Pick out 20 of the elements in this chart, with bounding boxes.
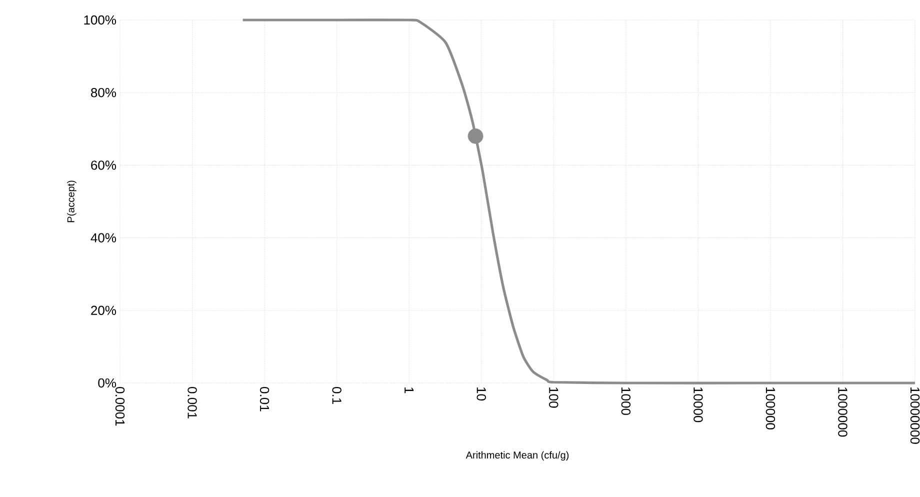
- y-tick-label: 60%: [91, 160, 116, 170]
- x-tick-label: 1: [404, 388, 414, 394]
- x-tick-label: 1000000: [838, 388, 848, 437]
- x-tick-label: 10: [476, 388, 486, 400]
- x-tick-label: 0.001: [188, 387, 197, 418]
- y-axis-title: P(accept): [67, 180, 76, 222]
- x-tick-label: 100000: [766, 388, 776, 430]
- x-axis-title: Arithmetic Mean (cfu/g): [466, 451, 569, 461]
- y-tick-label: 0%: [98, 378, 116, 388]
- x-tick-label: 100: [549, 388, 558, 408]
- y-tick-label: 40%: [90, 233, 116, 242]
- x-tick-label: 10000000: [910, 388, 920, 444]
- y-tick-label: 100%: [84, 15, 116, 25]
- x-tick-label: 0.01: [260, 387, 270, 412]
- x-tick-label: 0.0001: [115, 387, 125, 426]
- x-tick-label: 1000: [621, 388, 631, 415]
- x-tick-label: 0.1: [332, 387, 342, 404]
- y-tick-label: 20%: [91, 306, 116, 315]
- x-tick-label: 10000: [694, 388, 703, 422]
- y-tick-label: 80%: [91, 88, 116, 98]
